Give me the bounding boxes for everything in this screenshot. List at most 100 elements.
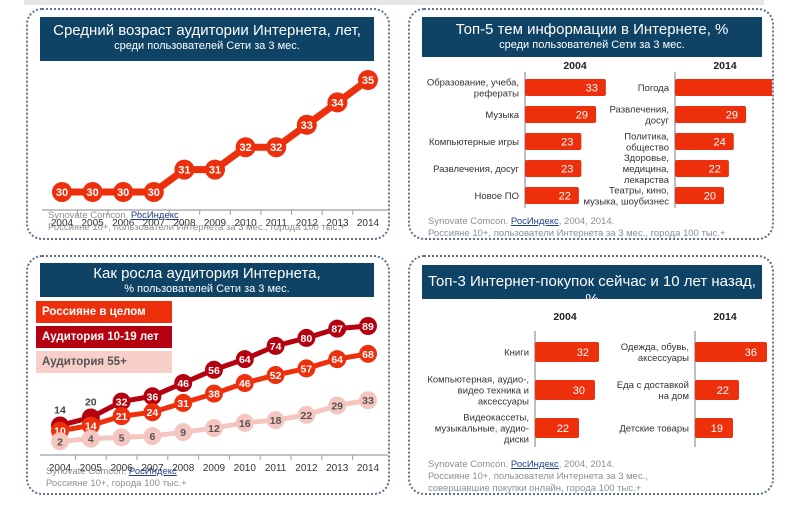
data-point	[205, 159, 225, 180]
data-point	[82, 182, 103, 202]
data-label: 38	[208, 389, 220, 401]
bar-value: 22	[559, 191, 571, 203]
source-prefix: Synovate Comcon.	[48, 210, 129, 221]
data-point	[297, 328, 316, 347]
chart-audience-growth: 2004 2005 2006 2007 2008 2009 2010 2011 2012 2013…	[40, 317, 388, 474]
data-label: 32	[239, 142, 251, 154]
data-point	[328, 396, 347, 415]
x-tick-label: 2006	[112, 218, 135, 229]
data-point	[113, 182, 134, 202]
source-detail: Россияне 10+, пользователи Интернета за …	[48, 222, 346, 233]
bar-value: 22	[557, 423, 569, 435]
data-point	[143, 427, 162, 446]
data-label: 32	[270, 142, 282, 154]
data-label: 35	[362, 75, 374, 87]
category-label: лекарства	[624, 175, 670, 186]
bar	[675, 133, 734, 150]
title-sub: среди пользователей Сети за 3 мес.	[499, 39, 685, 51]
data-point	[205, 419, 223, 438]
x-tick-label: 2007	[141, 463, 164, 474]
bar-value: 22	[717, 385, 729, 397]
x-tick-label: 2005	[81, 218, 104, 229]
source-note: Synovate Comcon. РосИндекс Россияне 10+,…	[46, 466, 187, 490]
x-tick-label: 2004	[49, 463, 72, 474]
category-label: Еда с доставкой	[617, 380, 689, 391]
data-label: 33	[362, 395, 374, 407]
category-label: Видеокассеты,	[463, 413, 529, 424]
x-tick-label: 2012	[295, 463, 318, 474]
source-link[interactable]: РосИндекс	[128, 466, 177, 477]
x-tick-label: 2008	[172, 463, 195, 474]
bar-value: 23	[561, 137, 573, 149]
category-label: досуг	[645, 116, 669, 127]
data-point	[328, 319, 347, 338]
source-prefix: Synovate Comcon.	[46, 466, 127, 477]
category-label: Политика,	[624, 132, 669, 143]
group-header: 2004	[553, 311, 577, 323]
chart-top-purchases: 2004 32 Книги 30 Компьютерная, аудио-,видео …	[427, 311, 767, 447]
legend-item-teens: Аудитория 10-19 лет	[36, 326, 172, 348]
data-point	[266, 137, 287, 158]
data-point	[205, 360, 223, 379]
category-label: Новое ПО	[474, 191, 519, 202]
card-title: Топ-3 Интернет-покупок сейчас и 10 лет н…	[422, 265, 762, 308]
source-link[interactable]: РосИндекс	[130, 210, 179, 221]
x-tick-label: 2012	[296, 218, 319, 229]
source-detail: Россияне 10+, города 100 тыс.+	[46, 478, 187, 489]
data-point	[359, 317, 377, 335]
bar-value: 29	[576, 110, 588, 122]
data-point	[359, 391, 377, 410]
card-audience-growth: Как росла аудитория Интернета, % пользов…	[26, 255, 390, 495]
data-point	[235, 350, 254, 369]
data-point	[143, 403, 162, 422]
data-label: 57	[301, 363, 313, 375]
category-label: Детские товары	[619, 424, 689, 435]
data-label: 22	[301, 410, 313, 422]
data-label: 89	[362, 321, 374, 333]
data-point	[266, 366, 285, 385]
bar-value: 19	[711, 423, 723, 435]
card-title: Средний возраст аудитории Интернета, лет…	[40, 17, 374, 61]
source-link[interactable]: РосИндекс	[510, 216, 559, 227]
data-point	[359, 344, 377, 363]
category-label: Развлечения,	[610, 105, 669, 116]
source-suffix: , 2004, 2014.	[558, 459, 615, 470]
data-point	[328, 350, 347, 369]
source-note: Synovate Comcon. РосИндекс Россияне 10+,…	[48, 210, 346, 234]
bar-value: 36	[745, 347, 757, 359]
category-label: Музыка	[485, 110, 519, 121]
data-label: 30	[148, 187, 160, 199]
category-label: Театры, кино,	[609, 186, 669, 197]
category-label: общество	[626, 143, 669, 154]
data-label: 31	[209, 165, 221, 177]
bar	[675, 160, 729, 177]
data-label: 64	[239, 354, 251, 366]
data-label: 20	[85, 396, 97, 408]
data-point	[235, 137, 256, 158]
x-tick-label: 2011	[265, 218, 287, 229]
x-tick-label: 2014	[357, 463, 380, 474]
source-note: Synovate Comcon. РосИндекс, 2004, 2014. …	[428, 459, 648, 495]
bar-value: 32	[577, 347, 589, 359]
bar-value: 24	[714, 137, 726, 149]
group-header: 2014	[713, 311, 737, 323]
bar	[525, 133, 582, 150]
category-label: Компьютерные игры	[429, 137, 519, 148]
data-label: 32	[116, 397, 128, 409]
data-label: 52	[270, 370, 282, 382]
data-label: 30	[117, 187, 129, 199]
x-tick-label: 2010	[234, 463, 257, 474]
source-link[interactable]: РосИндекс	[510, 459, 559, 470]
top-strip	[24, 0, 764, 5]
data-label: 12	[208, 423, 220, 435]
category-label: Развлечения, досуг	[433, 164, 519, 175]
category-label: Одежда, обувь,	[621, 342, 689, 353]
x-tick-label: 2007	[143, 218, 166, 229]
x-tick-label: 2009	[204, 218, 227, 229]
category-label: Здоровье,	[624, 153, 669, 164]
category-label: Погода	[638, 83, 670, 94]
data-point	[174, 159, 195, 180]
category-label: Компьютерная, аудио-,	[427, 375, 529, 386]
data-point	[81, 416, 100, 435]
category-label: музыкальные, аудио-	[435, 424, 529, 435]
